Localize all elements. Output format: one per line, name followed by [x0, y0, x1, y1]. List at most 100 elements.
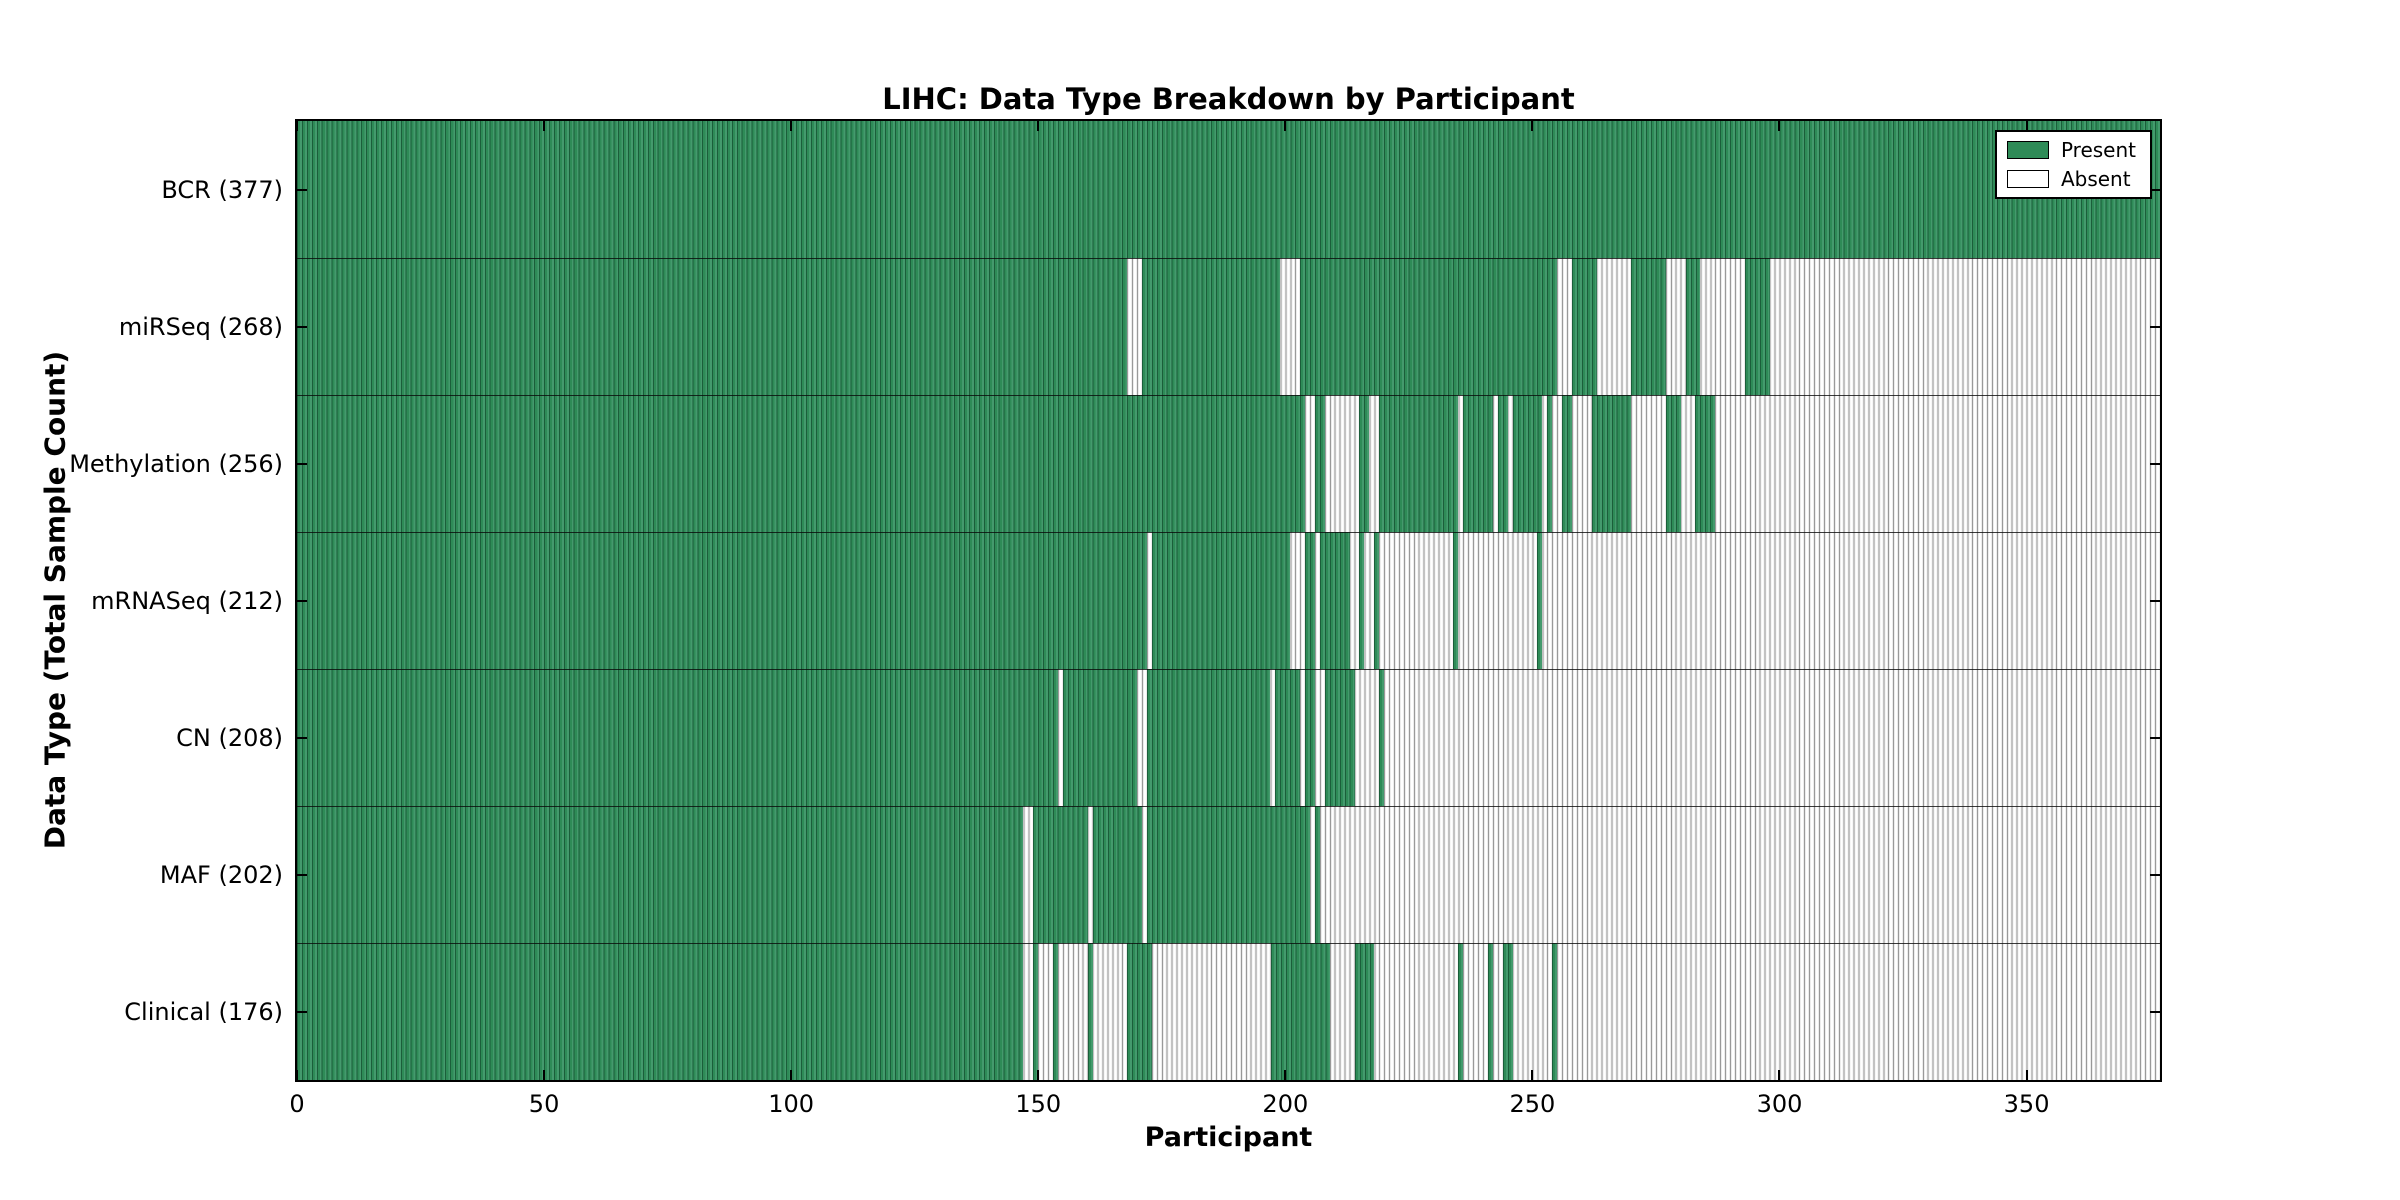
present-segment [297, 943, 1024, 1080]
row-bcr [297, 121, 2160, 258]
row-clinical [297, 943, 2160, 1080]
row-methylation [297, 395, 2160, 532]
present-segment [1354, 943, 1375, 1080]
x-tick-top [543, 121, 546, 131]
present-segment [1463, 395, 1493, 532]
present-segment [1324, 669, 1355, 806]
x-tick-top [1531, 121, 1534, 131]
present-segment [1359, 532, 1365, 669]
row-separator [297, 258, 2160, 259]
present-segment [1552, 943, 1558, 1080]
present-segment [1300, 258, 1558, 395]
x-tick-label-100: 100 [768, 1090, 815, 1118]
present-segment [297, 806, 1024, 943]
y-tick-label-cn: CN (208) [176, 723, 283, 752]
present-segment [1547, 395, 1553, 532]
present-segment [1502, 943, 1513, 1080]
row-separator [297, 806, 2160, 807]
present-segment [1379, 669, 1385, 806]
present-segment [1314, 806, 1320, 943]
x-tick-top [1778, 121, 1781, 131]
present-segment [1275, 669, 1301, 806]
y-tick-label-maf: MAF (202) [159, 860, 283, 889]
x-tick-bottom [296, 1070, 298, 1080]
chart-title: LIHC: Data Type Breakdown by Participant [882, 82, 1575, 116]
present-segment [1591, 395, 1632, 532]
y-tick-left [297, 325, 307, 328]
y-tick-right [2150, 1010, 2160, 1013]
present-segment [1087, 943, 1093, 1080]
x-tick-label-300: 300 [1756, 1090, 1803, 1118]
y-tick-left [297, 873, 307, 876]
y-axis-label: Data Type (Total Sample Count) [38, 350, 72, 850]
present-segment [1665, 395, 1681, 532]
present-segment [1744, 258, 1770, 395]
present-segment [1562, 395, 1572, 532]
y-tick-right [2150, 736, 2160, 739]
row-mrnaseq [297, 532, 2160, 669]
legend-label: Present [2060, 138, 2136, 162]
present-segment [1142, 258, 1281, 395]
x-tick-top [296, 121, 298, 131]
legend-swatch-present [2006, 141, 2049, 159]
row-separator [297, 395, 2160, 396]
present-segment [1151, 532, 1291, 669]
y-tick-label-mrnaseq: mRNASeq (212) [91, 586, 283, 615]
present-segment [1305, 669, 1315, 806]
y-tick-label-mirseq: miRSeq (268) [118, 312, 283, 341]
y-tick-left [297, 599, 307, 602]
present-segment [1685, 258, 1701, 395]
y-tick-left [297, 1010, 307, 1013]
x-tick-top [790, 121, 793, 131]
present-segment [1695, 395, 1716, 532]
present-segment [1146, 806, 1311, 943]
x-tick-label-150: 150 [1015, 1090, 1062, 1118]
present-segment [1319, 532, 1350, 669]
present-segment [297, 532, 1147, 669]
legend-swatch-absent [2006, 170, 2049, 188]
present-segment [1379, 395, 1459, 532]
present-segment [297, 258, 1128, 395]
x-tick-label-250: 250 [1509, 1090, 1556, 1118]
legend-label: Absent [2060, 167, 2131, 191]
x-tick-bottom [1284, 1070, 1287, 1080]
x-tick-bottom [1531, 1070, 1534, 1080]
y-tick-left [297, 462, 307, 465]
present-segment [1374, 532, 1380, 669]
x-tick-top [2025, 121, 2028, 131]
present-segment [1270, 943, 1330, 1080]
present-segment [1497, 395, 1508, 532]
present-segment [1359, 395, 1370, 532]
y-tick-left [297, 188, 307, 191]
y-tick-right [2150, 599, 2160, 602]
row-separator [297, 943, 2160, 944]
y-tick-right [2150, 188, 2160, 191]
legend-entry-absent: Absent [2006, 167, 2136, 191]
present-segment [297, 669, 1058, 806]
row-maf [297, 806, 2160, 943]
x-tick-label-200: 200 [1262, 1090, 1309, 1118]
row-separator [297, 669, 2160, 670]
row-mirseq [297, 258, 2160, 395]
present-segment [1033, 943, 1039, 1080]
y-tick-right [2150, 325, 2160, 328]
y-tick-label-bcr: BCR (377) [161, 175, 283, 204]
present-segment [1127, 943, 1152, 1080]
present-segment [1487, 943, 1493, 1080]
x-axis-label: Participant [1144, 1122, 1313, 1153]
legend-entry-present: Present [2006, 138, 2136, 162]
y-tick-right [2150, 873, 2160, 876]
y-tick-label-methylation: Methylation (256) [69, 449, 283, 478]
y-tick-left [297, 736, 307, 739]
x-tick-bottom [2025, 1070, 2028, 1080]
present-segment [297, 395, 1306, 532]
x-tick-label-350: 350 [2003, 1090, 2050, 1118]
present-segment [1146, 669, 1271, 806]
present-segment [1631, 258, 1666, 395]
x-tick-label-50: 50 [528, 1090, 560, 1118]
present-segment [1033, 806, 1088, 943]
x-tick-top [1284, 121, 1287, 131]
plot-area: Present Absent [295, 119, 2162, 1082]
present-segment [1512, 395, 1543, 532]
row-separator [297, 532, 2160, 533]
